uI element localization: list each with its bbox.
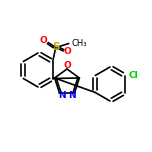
Text: O: O [64, 47, 72, 56]
Text: N: N [68, 91, 75, 100]
Text: O: O [63, 60, 71, 69]
Text: CH₃: CH₃ [72, 39, 87, 48]
Text: O: O [40, 36, 48, 45]
Text: Cl: Cl [129, 71, 138, 80]
Text: S: S [52, 43, 59, 52]
Text: N: N [59, 91, 66, 100]
